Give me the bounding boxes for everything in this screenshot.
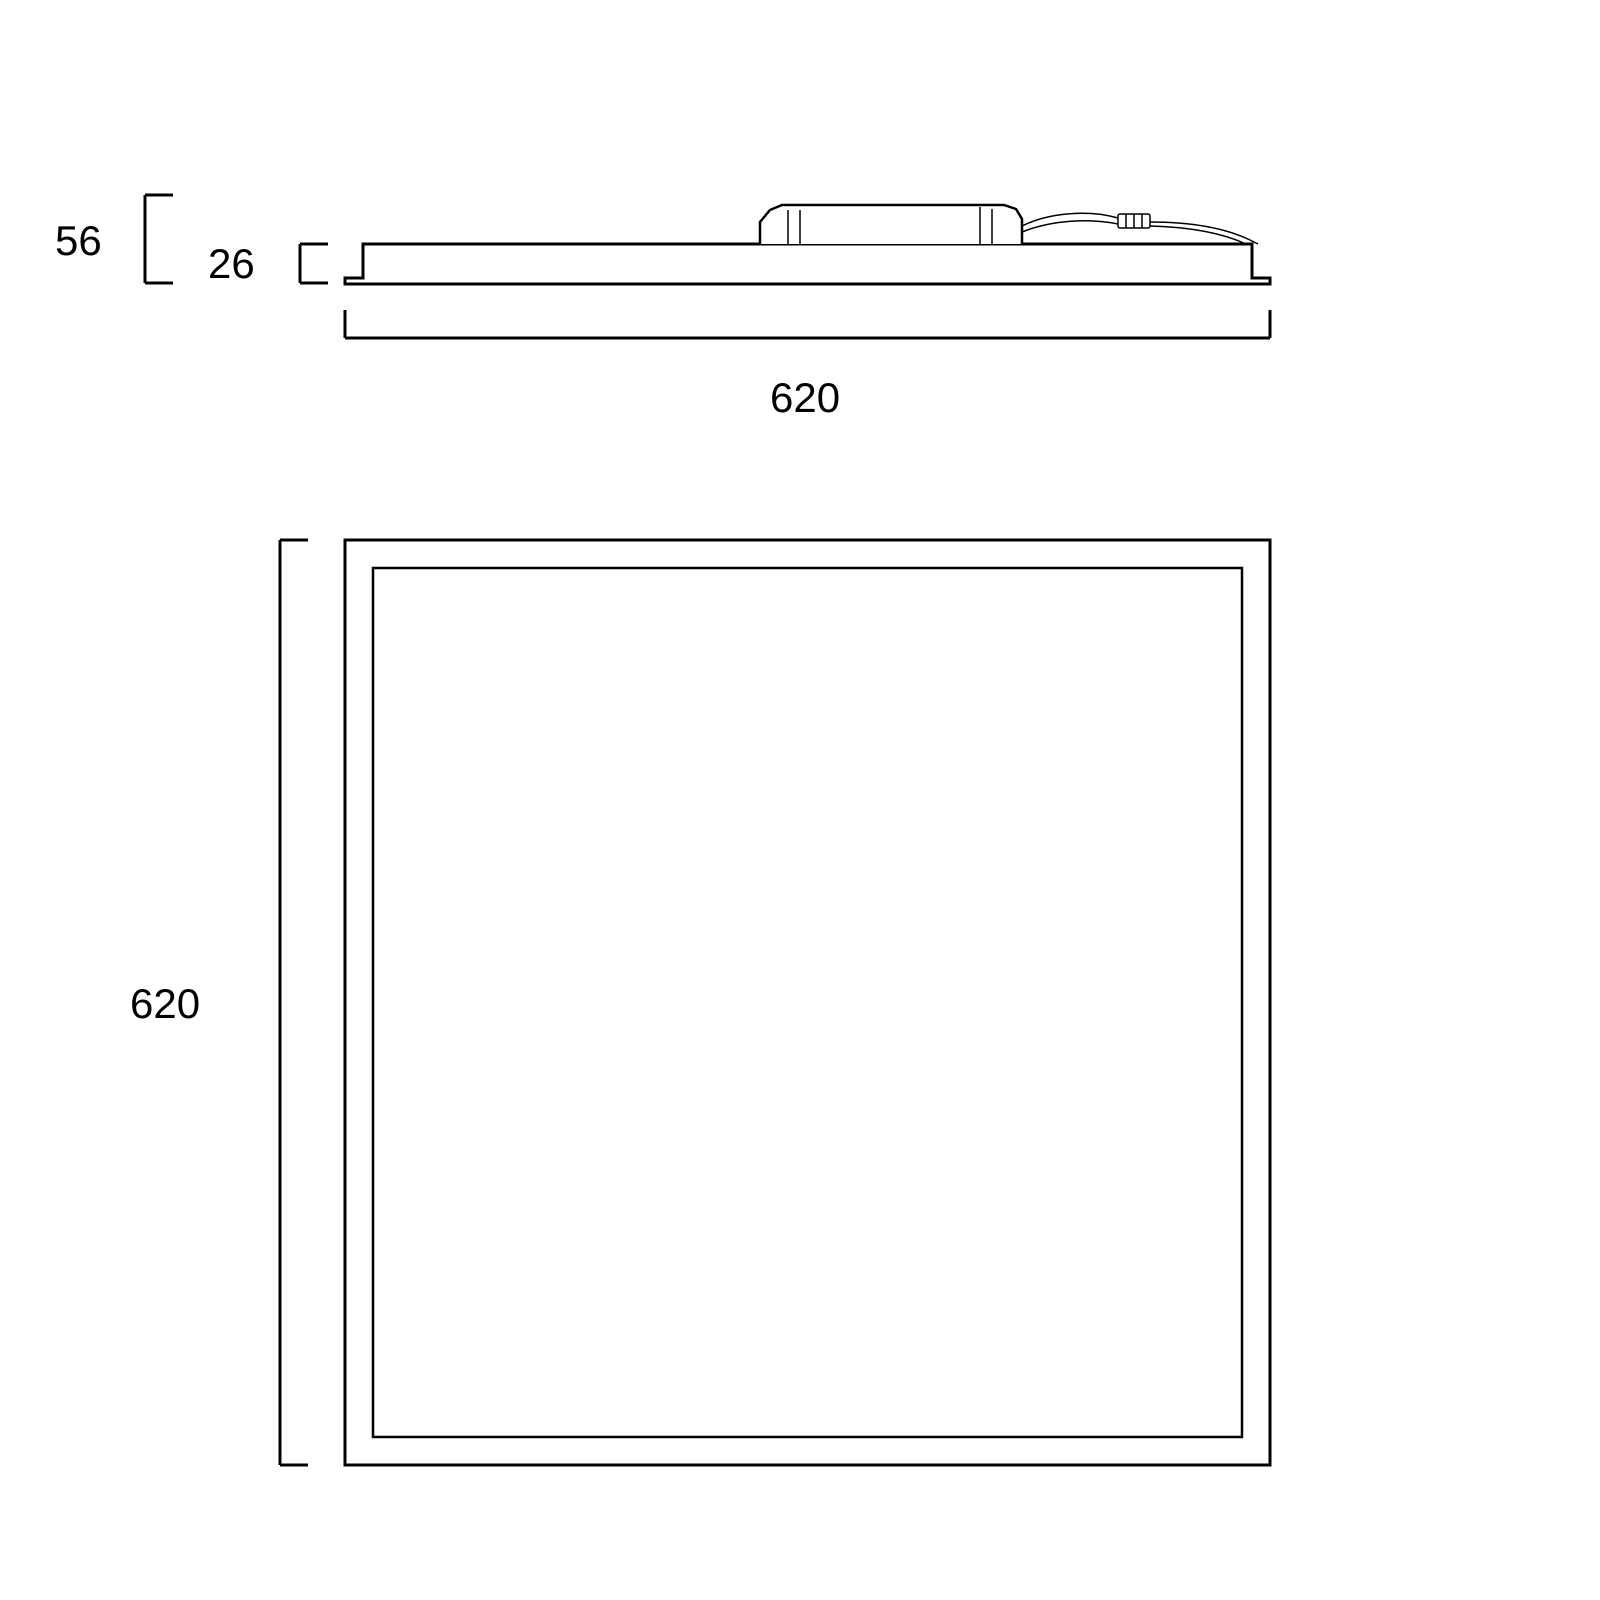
dim-bracket-620-height xyxy=(280,540,308,1465)
dim-label-620-height: 620 xyxy=(130,980,200,1027)
panel-outer-square xyxy=(345,540,1270,1465)
side-view: 56 26 620 xyxy=(55,195,1270,421)
dim-bracket-26 xyxy=(300,244,328,283)
driver-box xyxy=(760,205,1022,244)
dim-label-56: 56 xyxy=(55,217,102,264)
dim-bracket-620-width xyxy=(345,310,1270,338)
dim-label-620-width: 620 xyxy=(770,374,840,421)
top-view: 620 xyxy=(130,540,1270,1465)
cable xyxy=(1022,213,1258,244)
dim-label-26: 26 xyxy=(208,240,255,287)
panel-profile xyxy=(345,244,1270,284)
technical-drawing: 56 26 620 620 xyxy=(0,0,1600,1600)
dim-bracket-56 xyxy=(145,195,173,283)
